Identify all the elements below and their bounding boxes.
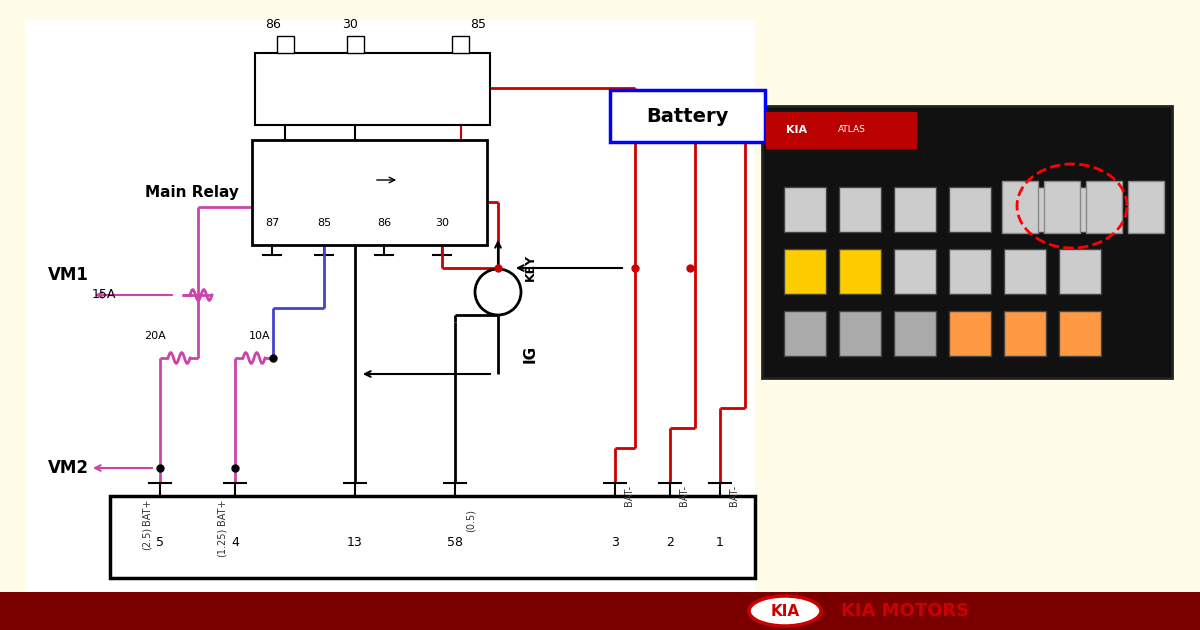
Text: BAT-: BAT- (728, 484, 739, 505)
Bar (766, 112, 916, 148)
Bar (347, 36, 364, 53)
Circle shape (475, 269, 521, 315)
Text: VM1: VM1 (48, 266, 89, 284)
Text: 5: 5 (156, 537, 164, 549)
Bar (277, 36, 294, 53)
Text: BAT-: BAT- (679, 484, 689, 505)
Text: IG: IG (522, 345, 538, 363)
Bar (252, 140, 487, 245)
Bar (452, 36, 469, 53)
Text: KIA: KIA (786, 125, 808, 135)
Bar (1060, 187, 1102, 232)
Bar (894, 249, 936, 294)
Text: (0.5): (0.5) (466, 508, 476, 532)
Bar (25, 20, 755, 592)
Text: 15A: 15A (92, 289, 116, 302)
Text: 86: 86 (377, 218, 391, 228)
Text: 30: 30 (342, 18, 358, 32)
Text: 13: 13 (347, 537, 362, 549)
Bar (949, 311, 991, 356)
Text: 86: 86 (265, 18, 281, 32)
Text: 2: 2 (666, 537, 674, 549)
Bar (839, 187, 881, 232)
Text: Main Relay: Main Relay (145, 185, 239, 200)
Bar (784, 249, 826, 294)
Text: VM2: VM2 (48, 459, 89, 477)
Bar (839, 311, 881, 356)
Bar (894, 187, 936, 232)
Bar (949, 249, 991, 294)
Text: KEY: KEY (523, 253, 536, 280)
Bar (1044, 181, 1080, 233)
Text: 30: 30 (436, 218, 449, 228)
Text: 10A: 10A (250, 331, 271, 341)
Bar (784, 187, 826, 232)
Bar (254, 53, 490, 125)
Bar (610, 90, 766, 142)
Bar (1060, 311, 1102, 356)
Text: 20A: 20A (144, 331, 166, 341)
Bar (1004, 311, 1046, 356)
Text: (2.5): (2.5) (142, 527, 152, 549)
Text: 4: 4 (232, 537, 239, 549)
Bar (110, 496, 755, 578)
Bar (839, 249, 881, 294)
Text: ECM: ECM (413, 597, 452, 615)
Text: 1: 1 (716, 537, 724, 549)
Text: 85: 85 (470, 18, 486, 32)
Text: ATLAS: ATLAS (838, 125, 866, 134)
Bar (894, 311, 936, 356)
Bar (784, 311, 826, 356)
Text: KIA: KIA (770, 604, 799, 619)
Bar (949, 187, 991, 232)
Text: 85: 85 (317, 218, 331, 228)
Text: BAT+: BAT+ (142, 499, 152, 525)
Bar (1086, 181, 1122, 233)
Ellipse shape (749, 596, 821, 626)
Bar (762, 106, 1172, 378)
Bar (1002, 181, 1038, 233)
Text: Battery: Battery (647, 106, 728, 125)
Text: KIA MOTORS: KIA MOTORS (841, 602, 970, 620)
Text: 3: 3 (611, 537, 619, 549)
Bar (0, 592, 1200, 630)
Bar (1004, 187, 1046, 232)
Text: 58: 58 (448, 537, 463, 549)
Bar (1060, 249, 1102, 294)
Text: BAT-: BAT- (624, 484, 634, 505)
Text: BAT+: BAT+ (217, 499, 227, 525)
Text: 87: 87 (265, 218, 280, 228)
Text: (1.25): (1.25) (217, 527, 227, 557)
Bar (1004, 249, 1046, 294)
Bar (1128, 181, 1164, 233)
